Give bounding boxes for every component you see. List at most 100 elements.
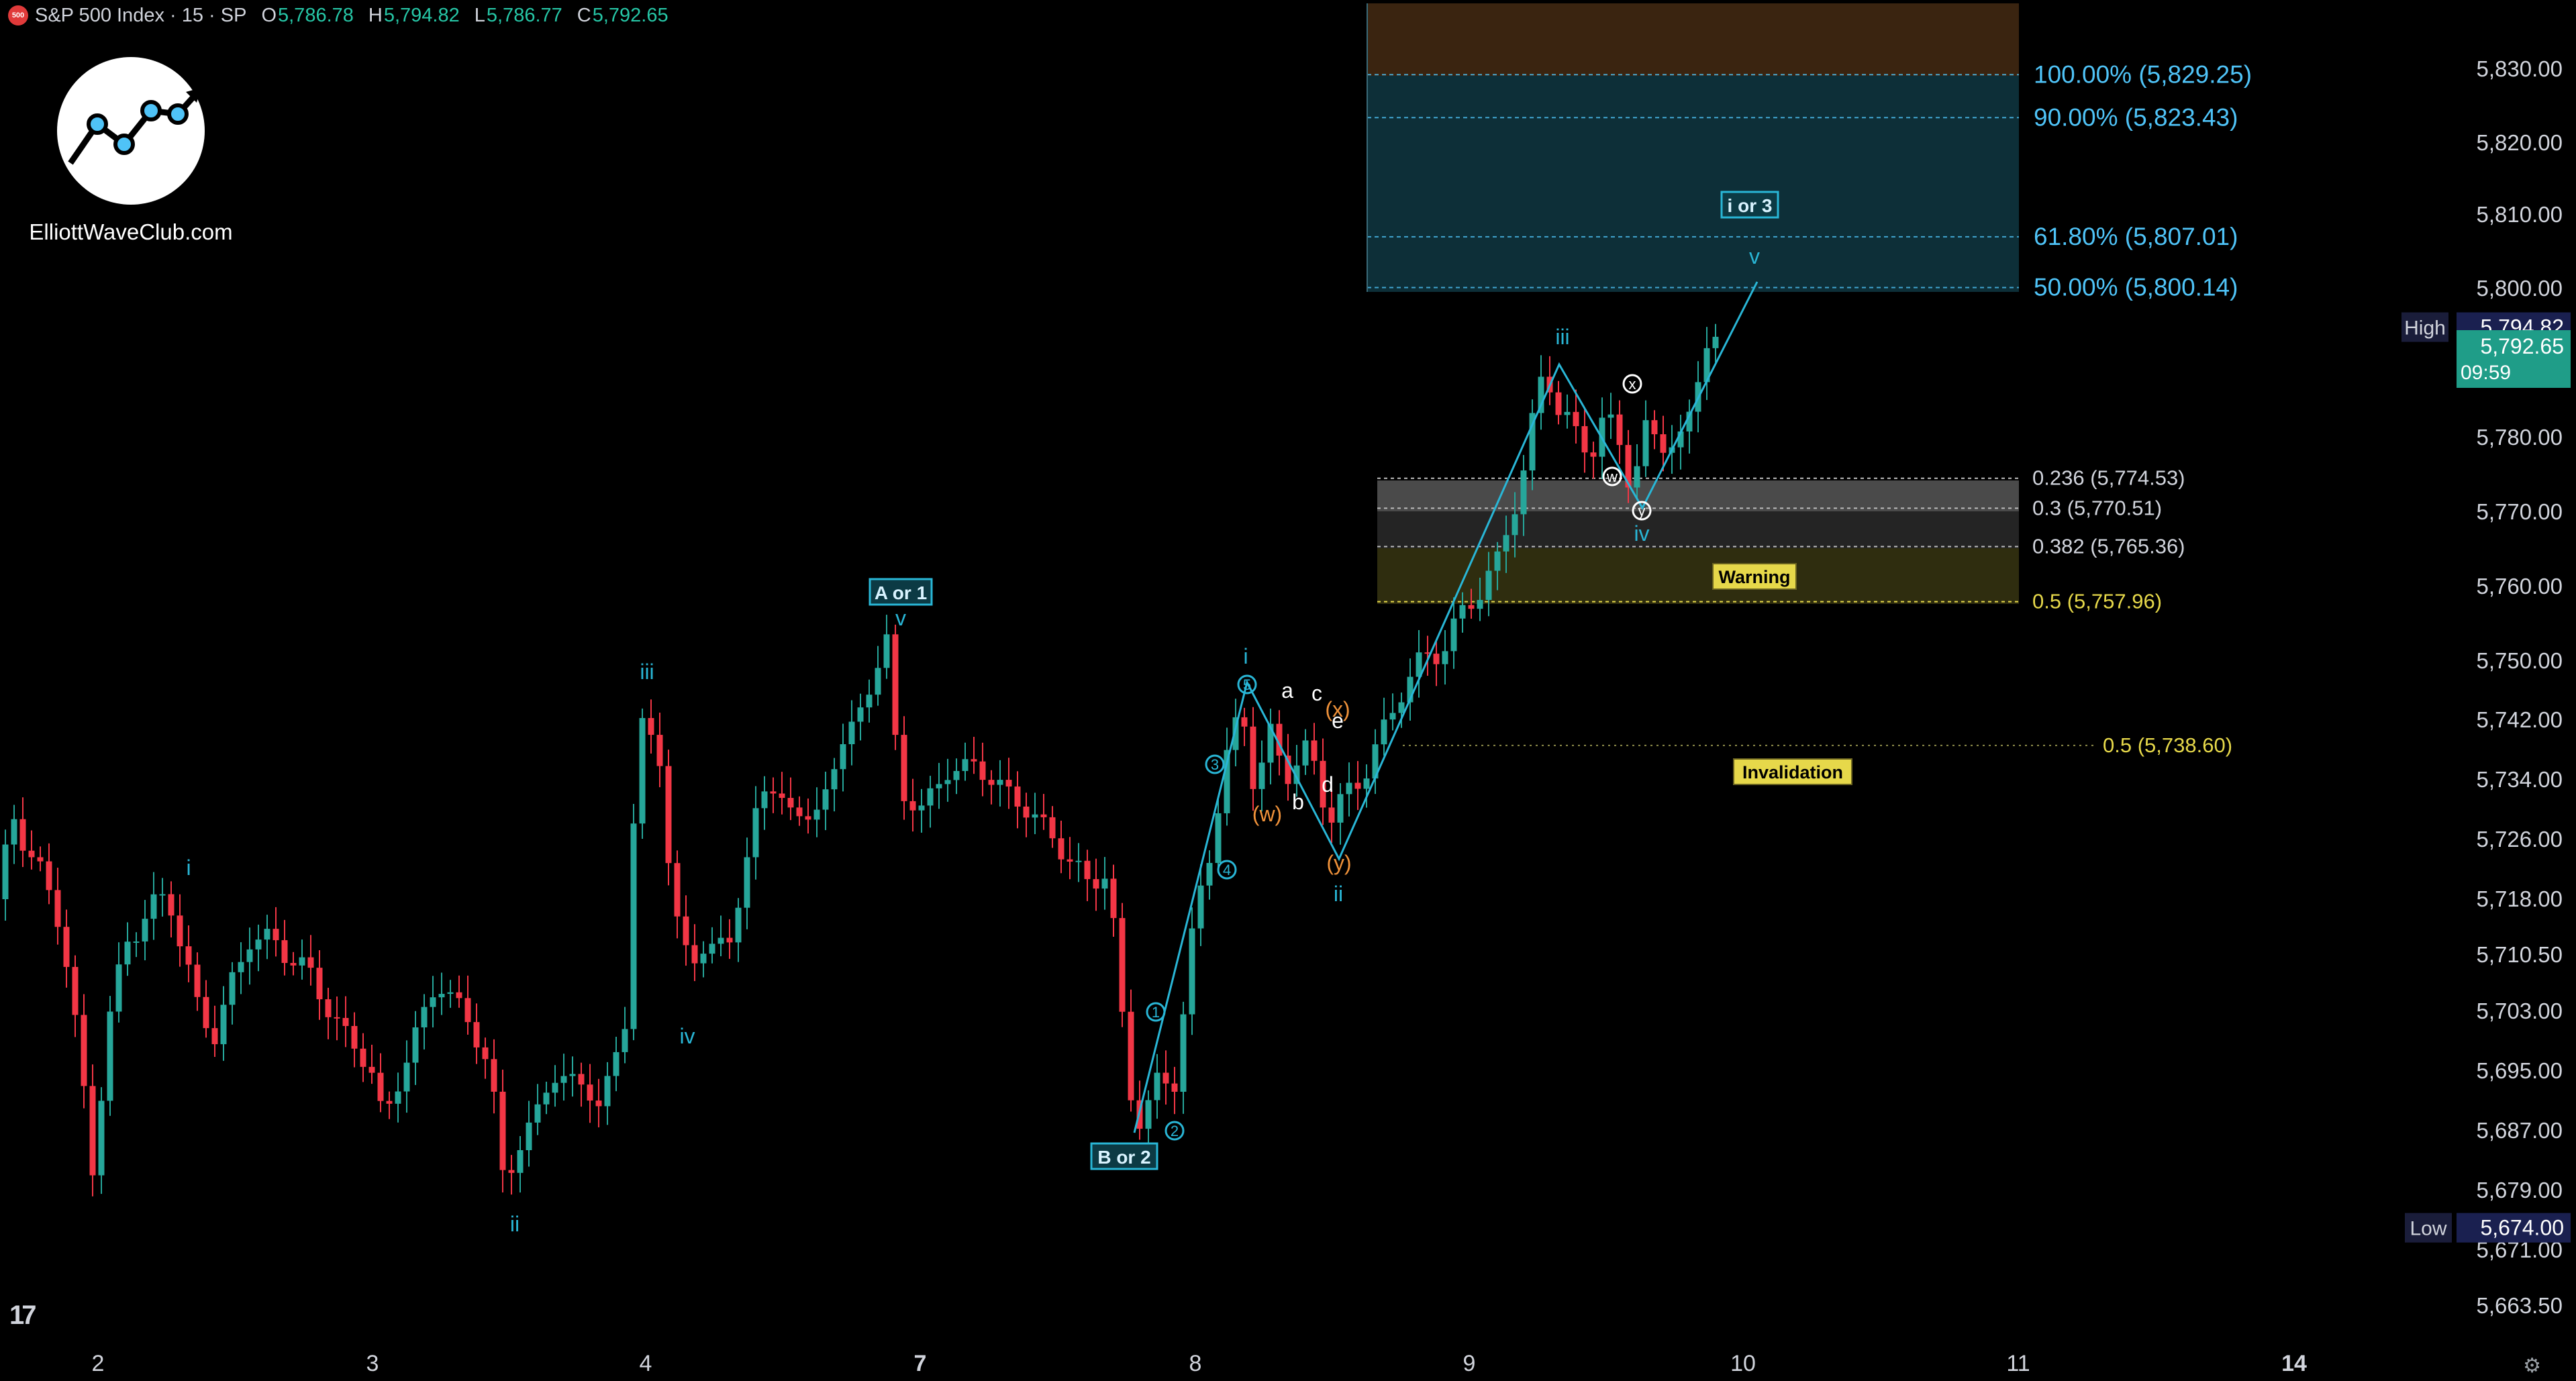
candle-body xyxy=(28,850,35,858)
candle-body xyxy=(255,939,262,950)
candle-body xyxy=(1232,717,1239,750)
candle-body xyxy=(342,1017,349,1026)
candle-body xyxy=(1407,676,1414,703)
candle-body xyxy=(648,718,654,735)
candle-body xyxy=(177,915,183,947)
price-axis-label: 5,710.50 xyxy=(2477,942,2563,967)
candle-body xyxy=(997,780,1003,785)
wave-label-c: c xyxy=(1311,681,1322,705)
candle-body xyxy=(1660,434,1667,453)
candle-body xyxy=(1677,431,1684,448)
countdown-value: 09:59 xyxy=(2461,362,2511,384)
candle-body xyxy=(1250,726,1256,789)
candle-body xyxy=(63,927,70,967)
candle-body xyxy=(1459,605,1466,619)
candle-body xyxy=(1032,814,1038,818)
candle-body xyxy=(1119,918,1126,1012)
candle-body xyxy=(875,668,881,695)
candle-body xyxy=(194,964,201,997)
wave-label-y-paren: (y) xyxy=(1326,851,1351,875)
tradingview-logo-icon[interactable]: 17 xyxy=(9,1300,36,1330)
candle-body xyxy=(1040,814,1047,817)
candle-body xyxy=(281,940,288,964)
candle-body xyxy=(1206,862,1213,886)
candle-body xyxy=(168,894,175,916)
retracement-dark-zone xyxy=(1377,511,2019,548)
candle-body xyxy=(840,744,846,770)
candle-body xyxy=(159,894,166,896)
logo-text: ElliottWaveClub.com xyxy=(29,219,233,244)
open-value: 5,786.78 xyxy=(278,4,354,26)
time-axis-label: 4 xyxy=(640,1351,652,1376)
candle-body xyxy=(377,1072,384,1101)
candle-body xyxy=(962,759,969,771)
invalidation-box xyxy=(1733,758,1852,785)
candle-body xyxy=(1302,740,1309,766)
candle-body xyxy=(1023,806,1030,818)
candle-body xyxy=(587,1084,593,1101)
candle-body xyxy=(464,998,471,1023)
time-axis-label: 8 xyxy=(1189,1351,1202,1376)
wave-label-circle-x-circle xyxy=(1622,374,1642,394)
candle-body xyxy=(1128,1011,1134,1101)
wave-label-circle-w: w xyxy=(1606,468,1618,485)
wave-label-a-or-1: A or 1 xyxy=(875,582,927,603)
wave-label-i-minor: i xyxy=(1243,644,1248,668)
candle-body xyxy=(1529,413,1536,471)
candle-body xyxy=(1197,885,1204,929)
candle-body xyxy=(220,1005,227,1045)
time-axis-label: 9 xyxy=(1463,1351,1476,1376)
wave-label-circle-4-circle xyxy=(1217,860,1237,880)
fib-extension-label: 100.00% (5,829.25) xyxy=(2034,60,2252,88)
candle-body xyxy=(72,966,79,1015)
candle-body xyxy=(19,819,26,851)
candle-body xyxy=(813,809,820,820)
fib-retracement-label: 0.236 (5,774.53) xyxy=(2032,466,2185,490)
sp500-badge-icon: 500 xyxy=(8,5,28,25)
candle-body xyxy=(1538,376,1544,413)
candle-body xyxy=(744,857,750,908)
time-axis-label: 10 xyxy=(1730,1351,1756,1376)
candle-body xyxy=(1372,744,1379,779)
time-axis-label: 14 xyxy=(2281,1351,2307,1376)
price-axis-label: 5,663.50 xyxy=(2477,1293,2563,1318)
price-axis-label: 5,703.00 xyxy=(2477,999,2563,1023)
candle-body xyxy=(1049,817,1056,839)
candle-body xyxy=(822,789,829,810)
price-axis-label: 5,687.00 xyxy=(2477,1118,2563,1143)
candle-body xyxy=(107,1011,113,1101)
time-axis-label: 2 xyxy=(92,1351,105,1376)
extension-top-zone xyxy=(1367,3,2019,76)
low-value: 5,786.77 xyxy=(486,4,562,26)
price-axis-label: 5,742.00 xyxy=(2477,707,2563,732)
candle-body xyxy=(971,759,977,762)
price-axis-label: 5,679.00 xyxy=(2477,1178,2563,1203)
candle-body xyxy=(630,823,637,1029)
wave-label-circle-y: y xyxy=(1638,503,1646,519)
price-axis-label: 5,800.00 xyxy=(2477,276,2563,301)
candle-body xyxy=(1285,756,1291,784)
candle-body xyxy=(674,863,681,917)
candle-body xyxy=(1512,514,1518,535)
candle-body xyxy=(761,791,768,809)
candle-body xyxy=(1101,878,1108,889)
high-value: 5,794.82 xyxy=(383,4,460,26)
candle-body xyxy=(1005,780,1012,787)
candle-body xyxy=(1564,411,1571,415)
candle-body xyxy=(1485,570,1492,601)
settings-gear-icon[interactable]: ⚙ xyxy=(2523,1355,2541,1377)
candle-body xyxy=(857,707,864,722)
candle-body xyxy=(534,1104,541,1123)
candle-body xyxy=(246,949,253,962)
candle-body xyxy=(1145,1100,1152,1129)
price-axis-label: 5,734.00 xyxy=(2477,767,2563,792)
candle-body xyxy=(482,1047,489,1060)
candle-body xyxy=(735,907,742,943)
wave-path xyxy=(1133,281,1758,1133)
symbol-title[interactable]: S&P 500 Index · 15 · SP xyxy=(35,4,247,26)
candle-body xyxy=(1084,860,1091,880)
candle-body xyxy=(1328,807,1335,823)
candle-body xyxy=(866,695,873,708)
